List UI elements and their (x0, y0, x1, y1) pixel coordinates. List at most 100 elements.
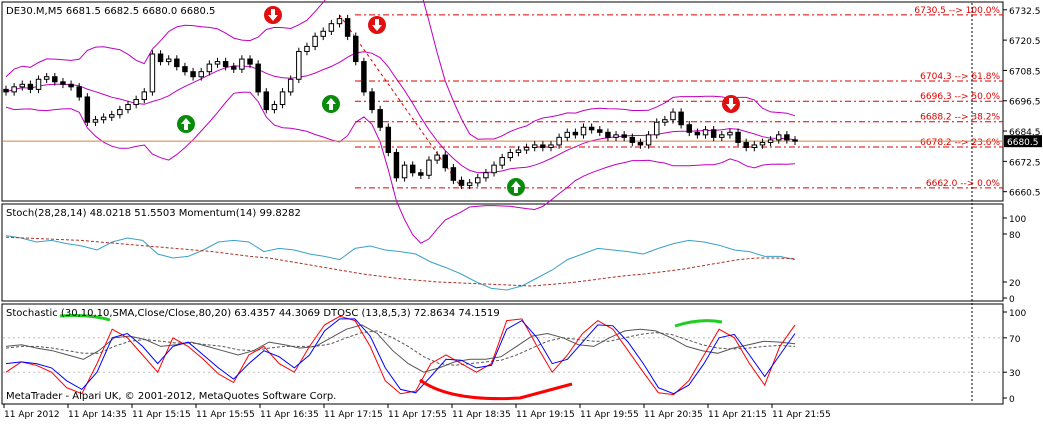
candle-bullish (239, 58, 245, 70)
candle-bullish (125, 104, 131, 111)
candle-bearish (784, 134, 790, 141)
candle-bearish (3, 88, 9, 93)
sell-arrow-icon (264, 6, 282, 24)
candle-bearish (450, 167, 457, 181)
stochastic-signal-line (5, 330, 796, 366)
candle-bearish (637, 141, 644, 146)
candle-bullish (719, 134, 725, 138)
candle-bullish (767, 139, 774, 143)
momentum-line (5, 236, 796, 287)
candle-bullish (320, 30, 326, 37)
buy-arrow-icon (507, 178, 525, 196)
candle-bearish (686, 124, 692, 133)
candle-bullish (133, 98, 139, 106)
candle-bullish (564, 131, 570, 138)
candle-bearish (76, 86, 82, 98)
time-tick-label: 11 Apr 21:55 (772, 410, 831, 420)
candle-bearish (458, 179, 465, 186)
candle-bullish (304, 45, 310, 52)
bollinger-upper-band (5, 0, 796, 140)
candle-bullish (523, 146, 530, 151)
fibonacci-trendline (339, 14, 462, 189)
candle-bearish (442, 154, 448, 169)
overbought-highlight (674, 319, 723, 328)
time-tick-label: 11 Apr 17:15 (324, 410, 383, 420)
stoch-momentum-panel (1, 203, 1004, 302)
candle-bullish (165, 58, 172, 63)
time-tick-label: 11 Apr 14:35 (68, 410, 127, 420)
candle-bullish (35, 78, 42, 90)
price-tick-label: 6672.5 (1009, 158, 1041, 168)
candle-bullish (328, 23, 335, 32)
candle-bullish (92, 119, 99, 123)
candle-bullish (556, 136, 562, 146)
time-tick-label: 11 Apr 20:35 (644, 410, 703, 420)
candle-bearish (68, 83, 74, 88)
price-tick-label: 6720.5 (1009, 37, 1041, 47)
dtosc-slow-line (5, 318, 796, 395)
stoch-momentum-title: Stoch(28,28,14) 48.0218 51.5503 Momentum… (6, 208, 301, 219)
buy-arrow-icon (177, 115, 195, 133)
price-tick-label: 6732.5 (1009, 7, 1041, 17)
candle-bullish (312, 35, 318, 47)
current-price-label: 6680.5 (1007, 138, 1039, 148)
candle-bearish (52, 76, 58, 83)
osc-tick-label: 70 (1009, 335, 1021, 345)
bollinger-lower-band (5, 91, 796, 244)
stoch-tick-label: 100 (1009, 215, 1026, 225)
signal-arrow-glyph (326, 98, 336, 110)
price-tick-label: 6696.5 (1009, 98, 1041, 108)
candle-bearish (222, 61, 229, 68)
candle-bullish (653, 121, 660, 136)
candle-bearish (621, 134, 627, 138)
candle-bearish (393, 152, 400, 179)
price-tick-label: 6708.5 (1009, 67, 1041, 77)
stoch-tick-label: 80 (1009, 231, 1021, 241)
candle-bullish (141, 91, 148, 100)
osc-tick-label: 0 (1009, 395, 1015, 405)
candle-bearish (190, 71, 196, 78)
candle-bearish (263, 91, 270, 111)
signal-arrow-glyph (181, 118, 191, 130)
oscillator-layer (3, 314, 1003, 401)
candle-bearish (247, 58, 253, 65)
footer-copyright: MetaTrader - Alpari UK, © 2001-2012, Met… (6, 391, 336, 402)
candle-bearish (540, 144, 546, 148)
fibonacci-level-label: 6696.3 --> 50.0% (920, 92, 1000, 102)
candle-bullish (499, 157, 505, 166)
fibonacci-level-label: 6678.2 --> 23.6% (920, 138, 1000, 148)
candle-bullish (336, 18, 343, 25)
candle-bearish (157, 53, 164, 63)
time-tick-label: 11 Apr 16:35 (260, 410, 319, 420)
price-tick-label: 6684.5 (1009, 128, 1041, 138)
stoch-momentum-layer (5, 235, 796, 291)
time-tick-label: 11 Apr 17:55 (388, 410, 447, 420)
candle-bullish (19, 83, 26, 88)
candle-bearish (174, 58, 180, 68)
candle-bearish (255, 63, 261, 93)
oscillator-panel (1, 303, 1004, 405)
candle-bearish (678, 111, 684, 126)
candle-bearish (344, 18, 351, 37)
candle-bullish (434, 154, 440, 161)
fibonacci-level-label: 6704.3 --> 61.8% (920, 72, 1000, 82)
candle-bearish (353, 35, 359, 63)
candle-bullish (751, 144, 758, 148)
axis-layer: 6732.5 6720.5 6708.5 6696.5 6684.5 6672.5 6660… (3, 3, 1041, 420)
candle-bearish (710, 129, 717, 138)
price-tick-label: 6660.5 (1009, 189, 1041, 199)
candle-bullish (727, 131, 733, 136)
candle-bearish (605, 131, 611, 138)
candle-bearish (735, 131, 741, 143)
candle-bullish (531, 144, 538, 148)
candle-bullish (466, 182, 473, 186)
candle-bearish (597, 129, 603, 133)
candle-bullish (515, 149, 522, 154)
candle-bullish (271, 104, 278, 111)
candle-bullish (507, 152, 514, 159)
time-tick-label: 11 Apr 15:15 (132, 410, 191, 420)
candle-bearish (743, 141, 749, 148)
sell-arrow-icon (722, 95, 740, 113)
candle-bullish (548, 144, 554, 148)
